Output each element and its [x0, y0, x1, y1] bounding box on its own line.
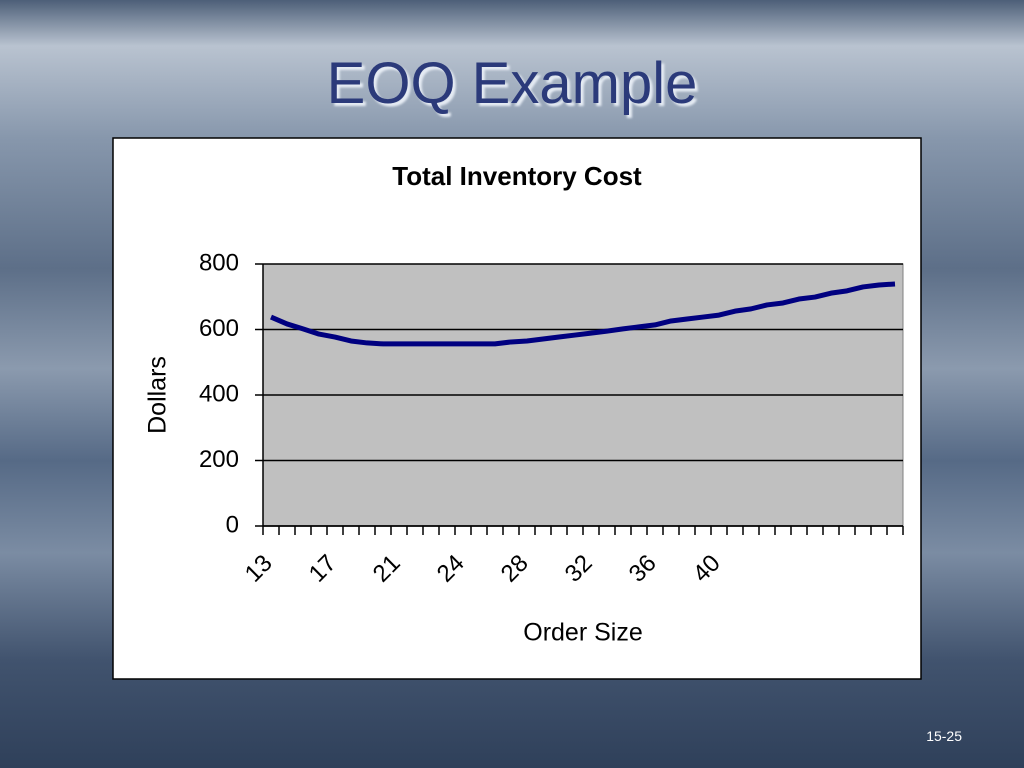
slide-title: EOQ Example — [326, 51, 698, 116]
y-tick-label: 200 — [199, 446, 239, 473]
x-axis-label: Order Size — [523, 619, 642, 647]
y-tick-label: 0 — [226, 511, 239, 538]
y-tick-label: 800 — [199, 249, 239, 276]
y-tick-label: 400 — [199, 380, 239, 407]
page-number: 15-25 — [926, 728, 962, 744]
data-line — [270, 281, 896, 347]
y-tick-label: 600 — [199, 315, 239, 342]
chart-title: Total Inventory Cost — [392, 161, 642, 191]
y-axis-label: Dollars — [144, 356, 172, 434]
